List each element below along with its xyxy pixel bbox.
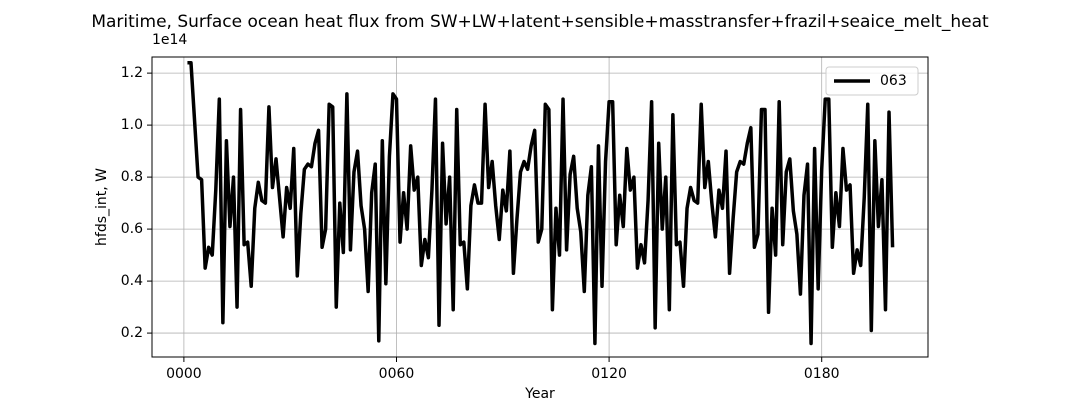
chart-title: Maritime, Surface ocean heat flux from S…	[91, 12, 989, 32]
x-tick-label: 0120	[591, 366, 627, 382]
plot-area	[187, 60, 895, 346]
y-tick-label: 0.6	[121, 221, 143, 237]
legend-label: 063	[880, 73, 907, 89]
axes-frame	[151, 56, 929, 358]
y-tick-label: 0.2	[121, 325, 143, 341]
x-tick-label: 0180	[804, 366, 840, 382]
y-tick-label: 1.2	[121, 65, 143, 81]
y-tick-label: 0.4	[121, 273, 143, 289]
y-tick-label: 0.8	[121, 169, 143, 185]
data-line	[187, 60, 895, 346]
y-axis-label: hfds_int, W	[94, 168, 110, 246]
offset-text: 1e14	[152, 32, 187, 48]
legend-box	[825, 66, 919, 96]
x-tick-label: 0060	[379, 366, 415, 382]
x-axis-label: Year	[524, 386, 555, 402]
legend: 063	[825, 66, 919, 96]
x-tick-label: 0000	[166, 366, 202, 382]
y-tick-label: 1.0	[121, 117, 143, 133]
